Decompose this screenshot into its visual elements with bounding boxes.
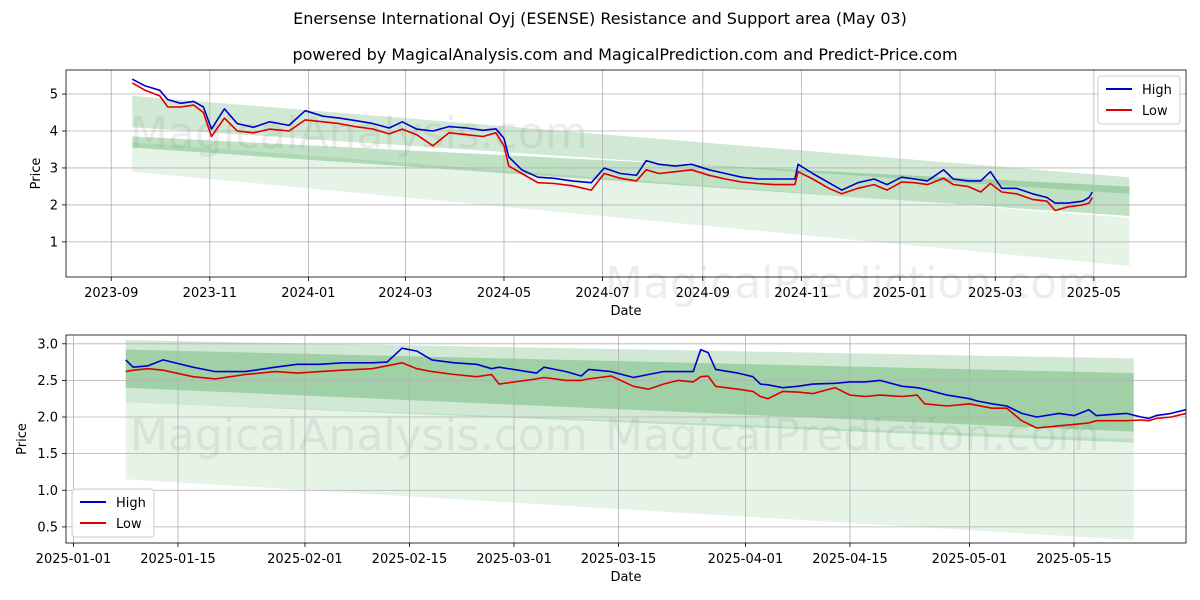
chart-subtitle: powered by MagicalAnalysis.com and Magic… [292,45,958,64]
watermark-group: MagicalAnalysis.com MagicalPrediction.com [130,410,1100,461]
legend-label-low: Low [116,517,142,532]
x-tick-label: 2024-03 [378,286,432,301]
x-tick-label: 2025-01-01 [36,552,112,567]
x-tick-label: 2025-03-15 [581,552,657,567]
x-tick-label: 2025-01 [873,286,927,301]
x-tick-label: 2025-02-15 [372,552,448,567]
y-tick-label: 2 [50,198,58,213]
support-resistance-bands [132,95,1130,266]
watermark-text: MagicalAnalysis.com [130,410,588,461]
x-tick-label: 2023-09 [84,286,138,301]
legend-label-low: Low [1142,104,1168,119]
y-tick-label: 2.5 [37,374,58,389]
top-chart: MagicalAnalysis.comMagicalPrediction.com… [29,69,1187,319]
x-tick-label: 2024-11 [774,286,828,301]
support-resistance-band [125,349,1134,432]
support-resistance-band [132,142,1130,266]
x-tick-label: 2025-04-01 [708,552,784,567]
x-tick-label: 2025-03-01 [476,552,552,567]
y-tick-label: 0.5 [37,520,58,535]
series-line-low [125,362,1186,429]
x-tick-label: 2025-02-01 [267,552,343,567]
x-tick-label: 2024-09 [676,286,730,301]
series-lines [131,78,1093,212]
series-line-high [131,78,1093,204]
x-axis-label: Date [610,570,641,585]
x-tick-label: 2025-03 [968,286,1022,301]
x-tick-label: 2024-01 [281,286,335,301]
x-tick-label: 2024-05 [477,286,531,301]
x-tick-label: 2025-05 [1067,286,1121,301]
y-tick-label: 1 [50,235,58,250]
plot-frame [65,69,1187,278]
y-tick-label: 3.0 [37,337,58,352]
y-tick-label: 1.0 [37,484,58,499]
x-tick-label: 2023-11 [183,286,237,301]
y-tick-label: 3 [50,161,58,176]
chart-title: Enersense International Oyj (ESENSE) Res… [293,9,907,28]
x-tick-label: 2025-05-15 [1036,552,1112,567]
grid-lines [66,335,1186,543]
y-tick-label: 4 [50,124,58,139]
y-tick-label: 5 [50,88,58,103]
legend: High Low [1097,75,1181,125]
legend-label-high: High [116,496,146,511]
grid-lines [66,70,1186,277]
x-tick-label: 2025-04-15 [812,552,888,567]
series-lines [125,347,1186,429]
y-axis-label: Price [15,423,30,455]
y-tick-label: 2.0 [37,411,58,426]
legend-label-high: High [1142,83,1172,98]
watermark-text: MagicalPrediction.com [605,410,1100,461]
support-resistance-band [132,95,1130,194]
watermark-text: MagicalPrediction.com [605,258,1100,309]
x-axis-label: Date [610,304,641,319]
support-resistance-bands [125,340,1134,541]
legend: High Low [71,488,155,538]
x-tick-label: 2024-07 [575,286,629,301]
x-tick-label: 2025-01-15 [140,552,216,567]
bottom-chart: MagicalAnalysis.com MagicalPrediction.com… [15,334,1187,585]
support-resistance-band [125,402,1134,541]
support-resistance-band [132,136,1130,217]
y-tick-label: 1.5 [37,447,58,462]
plot-frame [65,334,1187,544]
series-line-low [131,82,1093,212]
y-axis-label: Price [29,158,44,190]
x-tick-label: 2025-05-01 [932,552,1008,567]
series-line-high [125,347,1186,420]
